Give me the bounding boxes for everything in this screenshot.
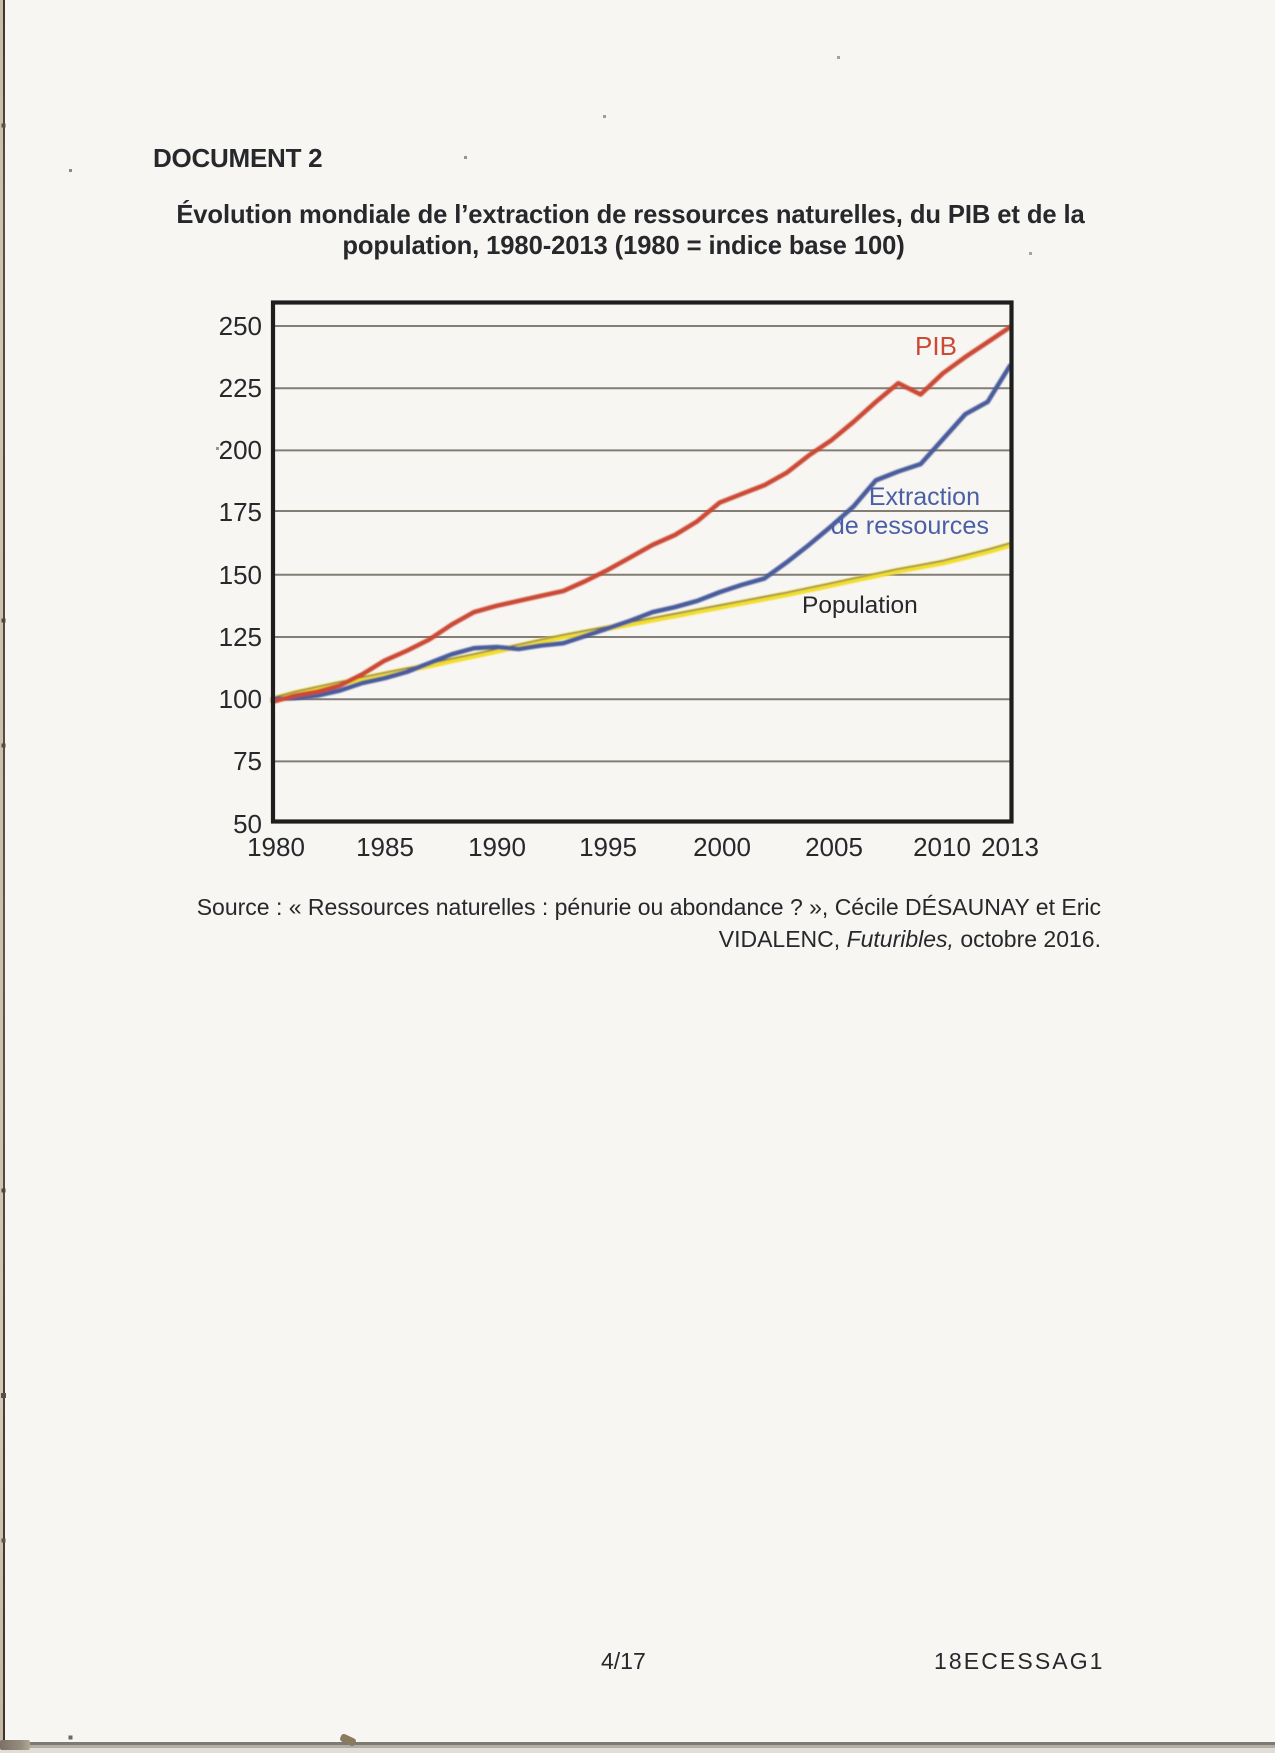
svg-text:250: 250 <box>219 311 262 341</box>
svg-text:PIB: PIB <box>915 331 957 361</box>
svg-text:2000: 2000 <box>693 832 751 862</box>
svg-text:2010: 2010 <box>913 832 971 862</box>
svg-text:Extraction: Extraction <box>869 483 980 511</box>
svg-text:1995: 1995 <box>579 832 637 862</box>
svg-text:1990: 1990 <box>468 832 526 862</box>
svg-text:150: 150 <box>219 560 262 590</box>
svg-text:125: 125 <box>219 622 262 652</box>
svg-text:175: 175 <box>219 497 262 527</box>
svg-text:200: 200 <box>219 435 262 465</box>
svg-text:Population: Population <box>802 592 918 619</box>
svg-text:75: 75 <box>233 746 262 776</box>
svg-text:2005: 2005 <box>805 832 863 862</box>
svg-text:1980: 1980 <box>247 832 305 862</box>
svg-text:225: 225 <box>219 373 262 403</box>
svg-text:de ressources: de ressources <box>831 512 989 540</box>
svg-text:1985: 1985 <box>356 832 414 862</box>
svg-text:100: 100 <box>219 684 262 714</box>
svg-text:2013: 2013 <box>981 832 1039 862</box>
svg-text:50: 50 <box>233 809 262 839</box>
